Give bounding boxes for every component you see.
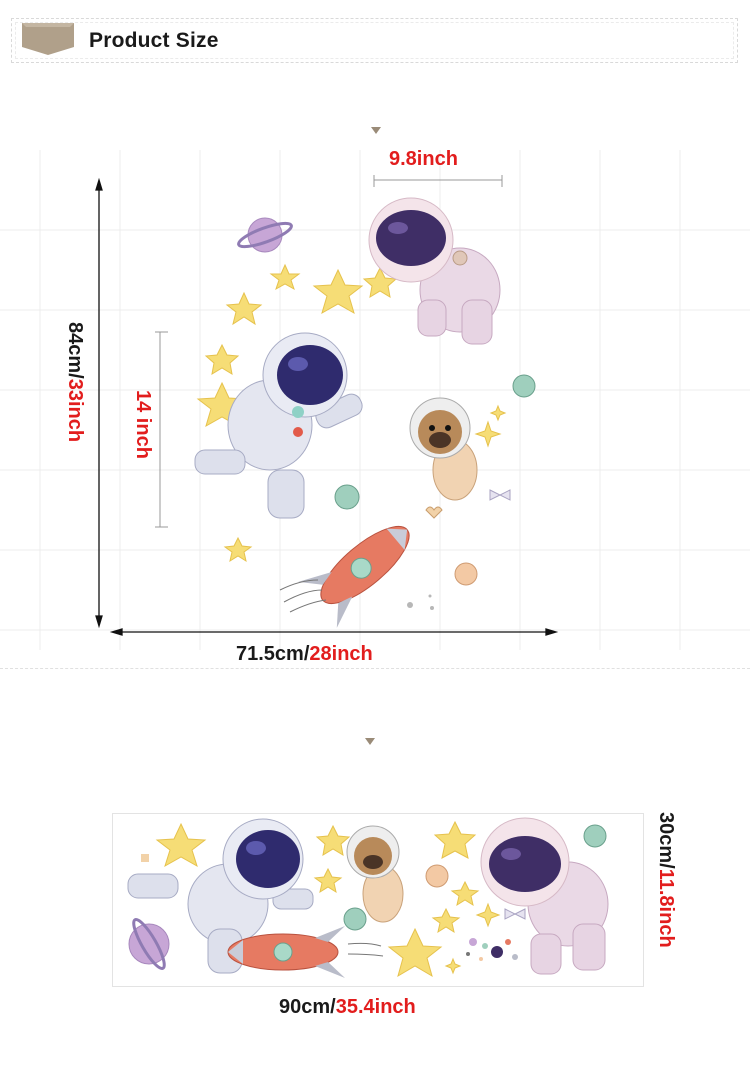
astronaut-blue-icon: [194, 332, 363, 519]
astronaut-height-bracket: [155, 331, 168, 528]
rocket-trail: [347, 942, 384, 957]
star-icon: [225, 291, 263, 326]
header-border: [15, 22, 734, 59]
star-icon: [433, 820, 477, 859]
planet-icon: [343, 907, 367, 931]
planet-icon: [237, 217, 293, 253]
rocket-icon: [298, 525, 410, 628]
banner-width-label: 90cm/35.4inch: [279, 996, 416, 1018]
sparkle-icon: [489, 404, 507, 422]
planet-icon: [128, 918, 170, 970]
pug-astronaut-icon: [409, 397, 478, 501]
planet-icon: [454, 562, 478, 586]
star-icon: [450, 880, 480, 907]
mini-stickers-cluster: [466, 938, 518, 961]
astronaut-pink-icon: [480, 817, 609, 975]
planet-icon: [512, 374, 536, 398]
banner-height-label: 30cm/11.8inch: [655, 812, 677, 948]
ribbon-banner-icon: [22, 23, 74, 55]
pink-astronaut-width-label: 9.8inch: [389, 148, 458, 170]
heart-icon: [141, 854, 149, 862]
star-icon: [223, 536, 253, 563]
dots: [407, 594, 434, 610]
astronaut-height-label: 14 inch: [132, 390, 154, 459]
star-icon: [315, 824, 351, 856]
star-icon: [313, 867, 343, 894]
height-label: 84cm/33inch: [64, 322, 86, 443]
section-header: Product Size: [11, 18, 738, 63]
width-label: 71.5cm/28inch: [236, 643, 373, 665]
chevron-down-icon: [365, 738, 375, 745]
star-icon: [204, 343, 240, 375]
page-title: Product Size: [89, 29, 219, 52]
height-arrow: [95, 177, 103, 629]
sparkle-icon: [475, 902, 501, 928]
bow-icon: [504, 908, 526, 920]
astronaut-blue-icon: [127, 818, 314, 974]
star-icon: [431, 907, 461, 934]
pink-astronaut-width-bracket: [373, 175, 503, 187]
planet-icon: [425, 864, 449, 888]
star-icon: [155, 822, 207, 868]
size-diagram-1: [0, 150, 750, 650]
rocket-trail: [279, 579, 327, 613]
star-icon: [269, 263, 301, 291]
sparkle-icon: [444, 957, 462, 975]
star-icon: [312, 268, 364, 315]
sparkle-icon: [474, 420, 502, 448]
star-icon: [362, 266, 398, 298]
planet-icon: [583, 824, 607, 848]
width-arrow: [109, 628, 559, 636]
bow-icon: [489, 489, 511, 501]
astronaut-pink-icon: [368, 197, 501, 345]
star-icon: [387, 927, 443, 978]
chevron-down-icon: [371, 127, 381, 134]
size-diagram-2: [127, 817, 609, 978]
banner-layout-box: [112, 813, 644, 987]
planet-icon: [334, 484, 360, 510]
section-divider: [0, 668, 750, 669]
pug-astronaut-icon: [346, 825, 404, 923]
heart-icon: [425, 506, 443, 519]
rocket-icon: [227, 926, 345, 978]
